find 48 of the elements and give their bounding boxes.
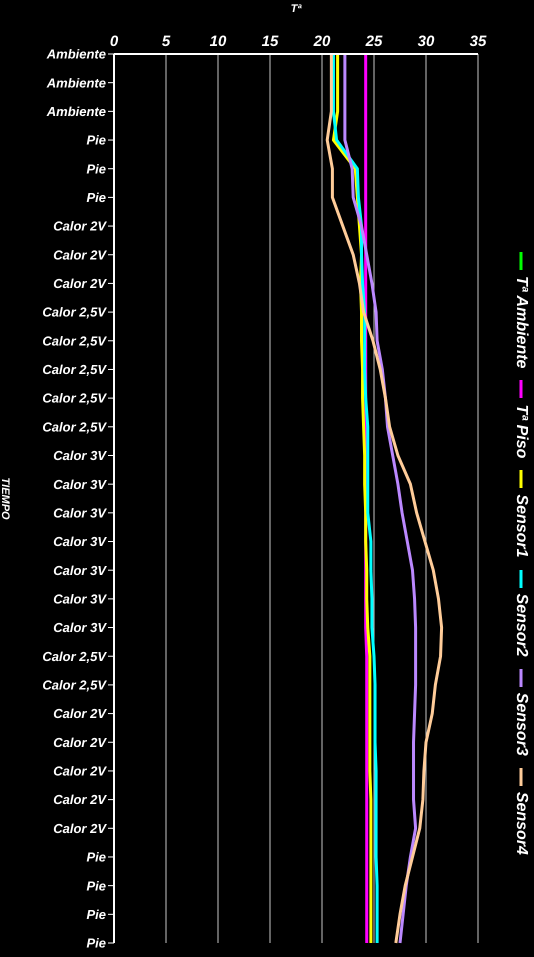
y-tick-label: Calor 3V — [53, 476, 108, 492]
y-tick-label: Calor 2V — [53, 820, 108, 836]
x-tick-label: 10 — [210, 33, 227, 50]
legend-label: Sensor3 — [512, 692, 530, 756]
y-tick-label: Pie — [86, 190, 106, 205]
y-tick-label: Calor 2V — [53, 276, 108, 292]
y-tick-label: Calor 2,5V — [42, 419, 108, 434]
y-tick-label: Ambiente — [46, 75, 106, 90]
y-tick-label: Calor 2,5V — [42, 304, 108, 320]
y-axis-title: TIEMPO — [0, 477, 12, 520]
y-tick-label: Pie — [86, 132, 106, 148]
y-tick-label: Pie — [86, 936, 106, 951]
y-tick-label: Pie — [86, 906, 106, 922]
x-tick-label: 15 — [262, 33, 279, 50]
y-tick-label: Calor 2,5V — [42, 390, 108, 406]
legend-label: Tª Piso — [512, 404, 530, 458]
y-tick-label: Calor 2V — [53, 218, 108, 234]
y-tick-label: Pie — [86, 161, 106, 176]
y-tick-label: Calor 2,5V — [42, 333, 108, 348]
legend-label: Sensor1 — [512, 494, 530, 558]
y-tick-label: Calor 2,5V — [42, 648, 108, 664]
x-tick-label: 30 — [418, 33, 435, 50]
x-tick-label: 0 — [110, 33, 119, 50]
legend-label: Tª Ambiente — [512, 276, 530, 368]
legend-label: Sensor2 — [512, 594, 530, 657]
legend-label: Sensor4 — [512, 792, 530, 855]
y-tick-label: Ambiente — [46, 104, 106, 119]
y-tick-label: Calor 2V — [53, 734, 108, 750]
y-tick-label: Calor 3V — [53, 591, 108, 606]
y-tick-label: Calor 3V — [53, 620, 108, 636]
y-tick-label: Calor 3V — [53, 505, 108, 520]
y-tick-label: Calor 2V — [53, 792, 108, 808]
y-tick-label: Pie — [86, 878, 106, 894]
x-axis-title: Tª — [290, 2, 302, 15]
y-tick-label: Calor 2V — [53, 706, 108, 722]
x-tick-label: 35 — [470, 33, 487, 50]
y-tick-label: Calor 2V — [53, 247, 108, 262]
y-tick-label: Calor 3V — [53, 448, 108, 464]
y-tick-label: Calor 2,5V — [42, 362, 108, 378]
y-tick-label: Calor 2,5V — [42, 678, 108, 693]
x-tick-label: 25 — [364, 33, 383, 50]
y-tick-label: Calor 3V — [53, 562, 108, 578]
y-tick-label: Ambiente — [46, 46, 106, 62]
x-tick-label: 5 — [162, 33, 171, 50]
y-tick-label: Calor 2V — [53, 764, 108, 779]
x-tick-label: 20 — [312, 33, 331, 50]
y-tick-label: Calor 3V — [53, 534, 108, 550]
y-tick-label: Pie — [86, 850, 106, 865]
